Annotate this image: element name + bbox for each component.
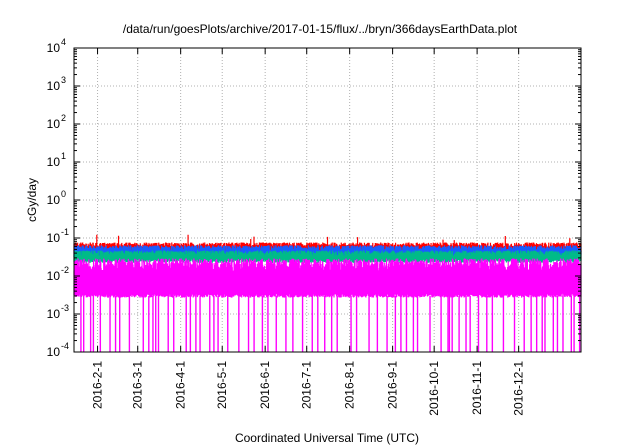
y-tick-label: 10 <box>47 345 61 359</box>
series-trace <box>73 258 582 298</box>
plot-frame <box>73 47 582 353</box>
x-tick-label: 2016-4-1 <box>174 361 188 409</box>
y-tick-label: 10 <box>47 269 61 283</box>
y-tick-label: 10 <box>47 117 61 131</box>
x-tick-label: 2016-6-1 <box>258 361 272 409</box>
x-axis-label: Coordinated Universal Time (UTC) <box>235 431 419 445</box>
x-tick-label: 2016-12-1 <box>512 361 526 416</box>
grid <box>74 48 581 352</box>
y-tick-exponent: 3 <box>61 75 66 85</box>
y-tick-label: 10 <box>47 155 61 169</box>
x-tick-label: 2016-11-1 <box>470 361 484 415</box>
y-tick-exponent: -1 <box>61 227 69 237</box>
y-tick-exponent: 0 <box>61 189 66 199</box>
y-tick-label: 10 <box>47 41 61 55</box>
y-tick-label: 10 <box>47 79 61 93</box>
y-axis-label: cGy/day <box>25 178 39 222</box>
y-tick-exponent: 2 <box>61 113 66 123</box>
x-tick-label: 2016-5-1 <box>215 361 229 409</box>
y-tick-label: 10 <box>47 231 61 245</box>
ticks <box>74 47 581 353</box>
y-tick-exponent: -4 <box>61 341 69 351</box>
x-tick-label: 2016-7-1 <box>300 361 314 409</box>
y-tick-exponent: -3 <box>61 303 69 313</box>
x-tick-label: 2016-10-1 <box>427 361 441 416</box>
y-tick-exponent: 1 <box>61 151 66 161</box>
y-tick-label: 10 <box>47 193 61 207</box>
x-tick-label: 2016-3-1 <box>131 361 145 409</box>
y-tick-exponent: 4 <box>61 37 66 47</box>
x-tick-label: 2016-8-1 <box>343 361 357 409</box>
x-tick-labels: 2016-2-1 2016-3-1 2016-4-1 2016-5-1 2016-6-1… <box>91 361 526 416</box>
chart-title: /data/run/goesPlots/archive/2017-01-15/f… <box>123 22 518 36</box>
x-tick-label: 2016-9-1 <box>386 361 400 409</box>
x-tick-label: 2016-2-1 <box>91 361 105 409</box>
y-tick-exponent: -2 <box>61 265 69 275</box>
series-layer <box>73 234 582 352</box>
y-tick-label: 10 <box>47 307 61 321</box>
